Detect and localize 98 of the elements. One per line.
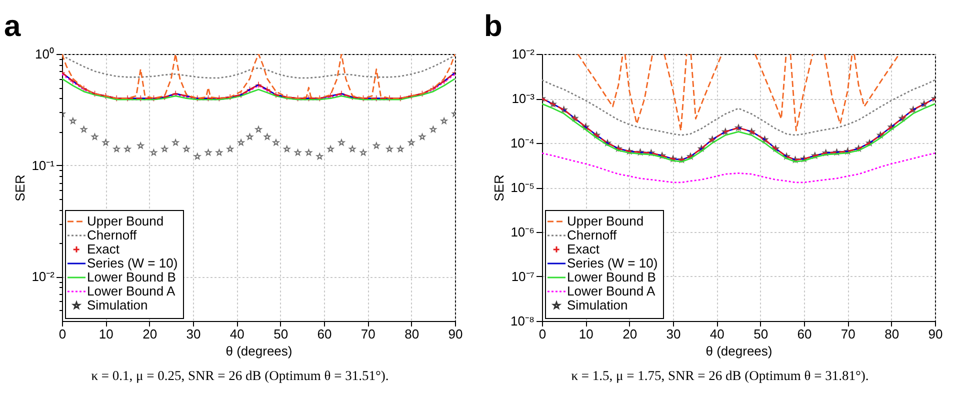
point xyxy=(408,139,415,146)
point xyxy=(338,139,345,146)
y-tick-label: 10⁻⁴ xyxy=(510,136,534,150)
legend-label: Simulation xyxy=(87,298,148,312)
point xyxy=(418,134,426,140)
y-tick-label: 10⁻⁶ xyxy=(510,224,534,240)
y-tick-label: 10⁻² xyxy=(512,46,536,62)
x-tick-label: 20 xyxy=(142,326,158,342)
legend-label: Lower Bound A xyxy=(87,284,176,298)
x-tick-label: 10 xyxy=(98,326,114,342)
y-axis-title: SER xyxy=(12,174,28,202)
point xyxy=(137,142,144,149)
point xyxy=(440,78,448,85)
x-tick-label: 30 xyxy=(186,326,201,342)
y-tick-label: 10⁻² xyxy=(32,269,56,284)
legend-label: Lower Bound B xyxy=(87,270,176,284)
y-tick-label: 10⁻³ xyxy=(512,91,536,106)
point xyxy=(194,153,201,160)
point xyxy=(338,90,345,98)
point xyxy=(349,146,356,152)
point xyxy=(284,146,290,152)
legend-label: Series (W = 10) xyxy=(567,256,658,270)
x-axis-title: θ (degrees) xyxy=(226,344,292,358)
point xyxy=(246,86,254,93)
legend-label: Lower Bound B xyxy=(567,270,656,284)
point xyxy=(264,134,271,140)
legend-label: Chernoff xyxy=(87,228,138,242)
text: κ = 1.5, μ = 1.75, SNR = 26 dB (Optimum θ = 31.81°). xyxy=(570,368,870,384)
x-tick-label: 40 xyxy=(710,326,724,342)
point xyxy=(255,126,262,132)
chart-title: a xyxy=(4,10,21,43)
legend-label: Simulation xyxy=(567,298,628,312)
x-tick-label: 60 xyxy=(317,326,332,342)
point xyxy=(255,81,262,88)
y-tick-label: 10⁻⁷ xyxy=(511,269,535,284)
x-tick-label: 60 xyxy=(797,326,812,342)
x-tick-label: 70 xyxy=(840,326,856,342)
x-tick-label: 70 xyxy=(360,326,376,342)
line-series xyxy=(542,79,935,136)
point xyxy=(272,139,280,146)
point xyxy=(373,142,380,149)
x-tick-label: 0 xyxy=(538,326,546,342)
point xyxy=(430,126,436,132)
point xyxy=(80,85,88,92)
x-tick-label: 20 xyxy=(622,326,638,342)
y-tick-label: 10⁻¹ xyxy=(32,158,56,173)
point xyxy=(183,146,190,152)
point xyxy=(150,149,157,156)
legend-label: Exact xyxy=(87,242,120,256)
y-tick-label: 10⁻⁵ xyxy=(510,180,534,195)
x-tick-label: 90 xyxy=(448,326,463,342)
x-tick-label: 30 xyxy=(666,326,681,342)
point xyxy=(440,118,448,124)
x-tick-label: 50 xyxy=(274,326,288,342)
legend-label: Upper Bound xyxy=(567,214,644,228)
point xyxy=(216,149,222,156)
chart-title: b xyxy=(484,10,502,43)
point xyxy=(124,146,131,152)
line-series xyxy=(62,78,455,100)
point xyxy=(294,149,302,156)
legend-label: Series (W = 10) xyxy=(87,256,178,270)
point xyxy=(80,126,88,132)
point xyxy=(327,146,334,152)
x-tick-label: 10 xyxy=(578,326,594,342)
y-tick-label: 10⁻⁸ xyxy=(510,314,534,328)
point xyxy=(226,146,234,152)
legend-label: Chernoff xyxy=(567,228,618,242)
point xyxy=(102,139,109,146)
point xyxy=(161,146,168,152)
x-tick-label: 50 xyxy=(754,326,768,342)
y-tick-label: 10⁰ xyxy=(35,46,54,62)
point xyxy=(172,139,179,146)
point xyxy=(238,139,244,146)
point xyxy=(397,146,404,152)
x-tick-label: 40 xyxy=(230,326,244,342)
point xyxy=(430,85,437,92)
point xyxy=(305,149,312,156)
point xyxy=(264,86,271,93)
legend-label: Exact xyxy=(567,242,600,256)
point xyxy=(386,146,393,152)
x-tick-label: 80 xyxy=(404,326,420,342)
line-series xyxy=(542,152,935,184)
text: κ = 0.1, μ = 0.25, SNR = 26 dB (Optimum θ = 31.51°). xyxy=(90,368,390,384)
point xyxy=(113,146,120,152)
x-axis-title: θ (degrees) xyxy=(706,344,772,358)
point xyxy=(70,118,76,124)
point xyxy=(205,149,212,156)
legend-label: Upper Bound xyxy=(87,214,164,228)
point xyxy=(70,78,76,85)
y-axis-title: SER xyxy=(491,174,506,202)
point xyxy=(246,134,254,140)
legend-label: Lower Bound A xyxy=(567,284,656,298)
point xyxy=(316,153,323,160)
x-tick-label: 90 xyxy=(928,326,943,342)
point xyxy=(91,134,98,140)
x-tick-label: 0 xyxy=(58,326,66,342)
point xyxy=(360,149,367,156)
x-tick-label: 80 xyxy=(884,326,900,342)
